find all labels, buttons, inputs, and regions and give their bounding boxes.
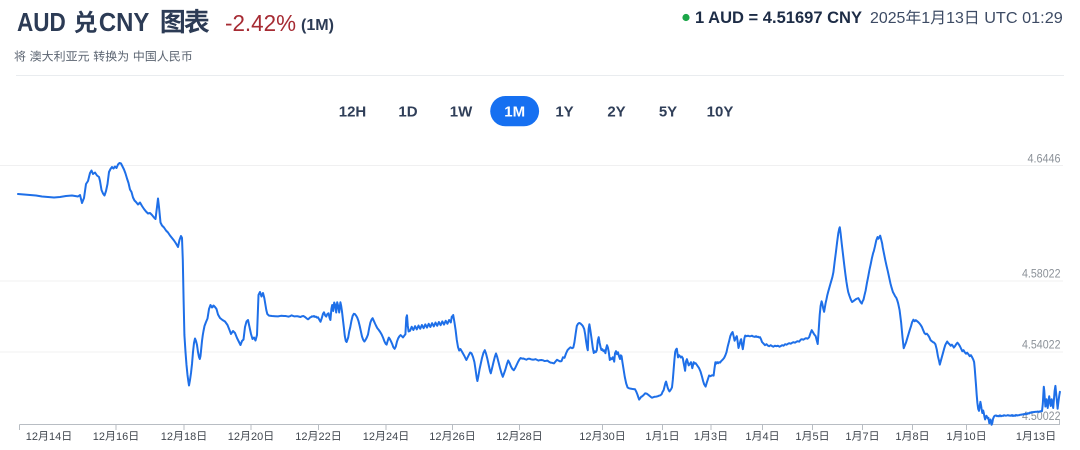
svg-text:10Y: 10Y — [707, 103, 734, 120]
svg-text:24: 24 — [386, 431, 398, 443]
svg-text:8: 8 — [913, 431, 919, 443]
svg-text:5: 5 — [813, 431, 819, 443]
svg-text:1: 1 — [921, 10, 930, 27]
svg-text:14: 14 — [49, 431, 61, 443]
svg-text:AUD: AUD — [17, 7, 66, 37]
svg-text:4.58022: 4.58022 — [1022, 269, 1061, 281]
svg-text:26: 26 — [453, 431, 465, 443]
svg-text:18: 18 — [184, 431, 196, 443]
svg-text:28: 28 — [520, 431, 532, 443]
svg-text:12: 12 — [93, 431, 105, 443]
svg-text:12: 12 — [579, 431, 591, 443]
svg-text:(1M): (1M) — [301, 17, 334, 34]
svg-text:1: 1 — [1016, 431, 1022, 443]
svg-text:3: 3 — [711, 431, 717, 443]
svg-text:13: 13 — [946, 10, 964, 27]
svg-text:12: 12 — [429, 431, 441, 443]
svg-text:4.6446: 4.6446 — [1028, 153, 1061, 165]
svg-text:1: 1 — [694, 431, 700, 443]
svg-text:1: 1 — [895, 431, 901, 443]
svg-text:12H: 12H — [339, 103, 367, 120]
svg-text:12: 12 — [295, 431, 307, 443]
svg-text:12: 12 — [26, 431, 38, 443]
svg-text:1: 1 — [745, 431, 751, 443]
svg-text:12: 12 — [161, 431, 173, 443]
svg-text:12: 12 — [228, 431, 240, 443]
svg-text:5Y: 5Y — [659, 103, 677, 120]
svg-text:1: 1 — [946, 431, 952, 443]
svg-text:2025: 2025 — [870, 10, 906, 27]
svg-text:30: 30 — [603, 431, 615, 443]
svg-text:-2.42%: -2.42% — [225, 10, 296, 36]
svg-text:4: 4 — [763, 431, 769, 443]
svg-text:1: 1 — [645, 431, 651, 443]
svg-text:10: 10 — [963, 431, 975, 443]
svg-text:12: 12 — [363, 431, 375, 443]
svg-text:1 AUD = 4.51697 CNY: 1 AUD = 4.51697 CNY — [695, 9, 862, 27]
svg-text:20: 20 — [251, 431, 263, 443]
svg-text:13: 13 — [1033, 431, 1045, 443]
svg-text:22: 22 — [319, 431, 331, 443]
svg-text:1M: 1M — [504, 103, 525, 120]
svg-text:1W: 1W — [450, 103, 473, 120]
svg-text:CNY: CNY — [99, 7, 149, 37]
svg-text:1: 1 — [845, 431, 851, 443]
svg-text:1: 1 — [663, 431, 669, 443]
svg-text:16: 16 — [116, 431, 128, 443]
svg-text:1Y: 1Y — [555, 103, 573, 120]
svg-text:1D: 1D — [398, 103, 417, 120]
svg-text:2Y: 2Y — [607, 103, 625, 120]
svg-text:12: 12 — [496, 431, 508, 443]
svg-text:7: 7 — [863, 431, 869, 443]
svg-text:UTC 01:29: UTC 01:29 — [980, 10, 1063, 27]
svg-text:4.54022: 4.54022 — [1022, 340, 1061, 352]
svg-text:1: 1 — [795, 431, 801, 443]
svg-text:4.50022: 4.50022 — [1022, 411, 1061, 423]
